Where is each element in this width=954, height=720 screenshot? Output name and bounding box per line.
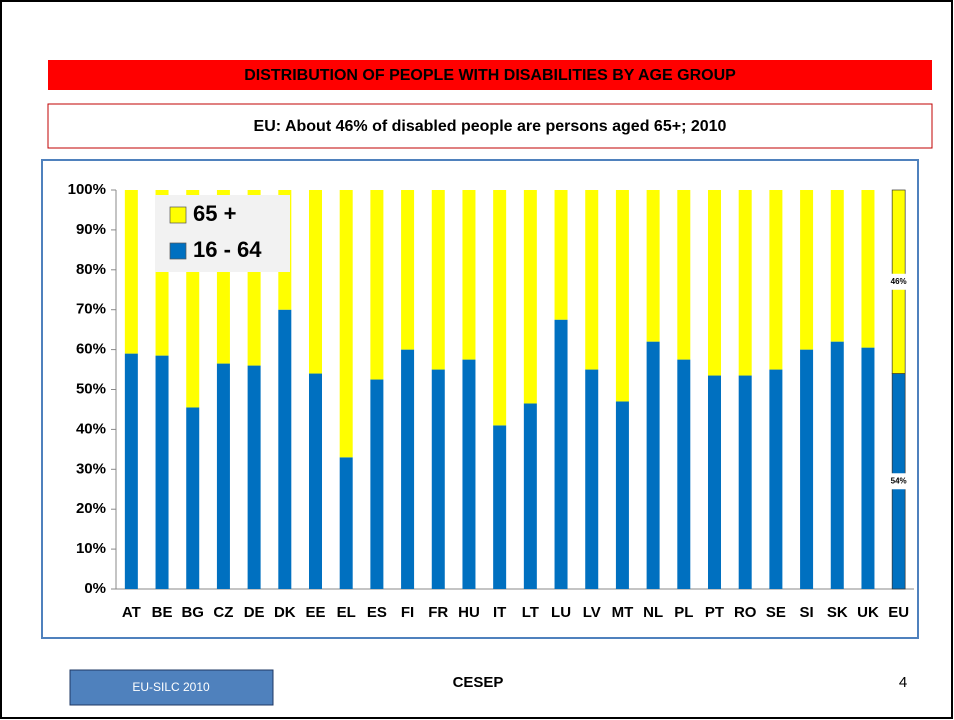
legend-swatch bbox=[169, 206, 187, 224]
bar-segment bbox=[339, 190, 353, 458]
bar-segment bbox=[431, 190, 445, 370]
bar-segment bbox=[554, 190, 568, 320]
x-tick-label: SE bbox=[766, 604, 786, 621]
bar-segment bbox=[769, 190, 783, 370]
footer-source: EU-SILC 2010 bbox=[132, 680, 210, 694]
x-tick-label: DE bbox=[244, 604, 265, 621]
bar-segment bbox=[830, 341, 844, 589]
bar-segment bbox=[186, 407, 200, 589]
chart-title: DISTRIBUTION OF PEOPLE WITH DISABILITIES… bbox=[244, 67, 736, 84]
bar-segment bbox=[462, 190, 476, 360]
x-tick-label: RO bbox=[734, 604, 757, 621]
bar-segment bbox=[800, 190, 814, 350]
bar-segment bbox=[554, 319, 568, 589]
data-label-box bbox=[884, 473, 913, 490]
bar-segment bbox=[216, 363, 230, 589]
x-tick-label: FR bbox=[428, 604, 448, 621]
bar-segment bbox=[585, 369, 599, 589]
y-tick-label: 50% bbox=[76, 380, 106, 397]
legend-label: 16 - 64 bbox=[193, 237, 262, 262]
title-banner bbox=[48, 60, 932, 90]
data-label-box bbox=[884, 273, 913, 290]
bar-segment bbox=[708, 375, 721, 589]
x-tick-label: BE bbox=[152, 604, 173, 621]
data-label: 54% bbox=[891, 476, 907, 485]
y-tick-label: 30% bbox=[76, 460, 106, 477]
source-box bbox=[69, 669, 274, 706]
bar-segment bbox=[278, 309, 292, 589]
page-number: 4 bbox=[899, 674, 907, 691]
bar-segment bbox=[401, 349, 415, 589]
x-tick-label: EU bbox=[888, 604, 909, 621]
y-tick-label: 0% bbox=[84, 580, 106, 597]
x-tick-label: HU bbox=[458, 604, 480, 621]
x-tick-label: BG bbox=[181, 604, 204, 621]
chart-subtitle: EU: About 46% of disabled people are per… bbox=[254, 118, 727, 135]
y-tick-label: 70% bbox=[76, 301, 106, 318]
footer-center: CESEP bbox=[453, 674, 504, 691]
bar-segment bbox=[309, 190, 322, 374]
y-tick-label: 100% bbox=[68, 181, 106, 198]
x-tick-label: AT bbox=[122, 604, 141, 621]
bar-segment bbox=[830, 190, 844, 342]
x-tick-label: MT bbox=[612, 604, 634, 621]
y-tick-label: 10% bbox=[76, 540, 106, 557]
bar-segment bbox=[800, 349, 814, 589]
x-tick-label: NL bbox=[643, 604, 663, 621]
bar-segment bbox=[247, 365, 261, 589]
bar-segment bbox=[309, 373, 322, 589]
x-tick-label: FI bbox=[401, 604, 414, 621]
bar-segment bbox=[615, 401, 629, 589]
x-tick-label: CZ bbox=[213, 604, 233, 621]
bar-segment bbox=[861, 190, 875, 348]
legend-swatch bbox=[169, 242, 187, 260]
x-tick-label: EE bbox=[305, 604, 325, 621]
bar-segment bbox=[738, 375, 752, 589]
x-tick-label: LT bbox=[522, 604, 539, 621]
bar-segment bbox=[493, 425, 507, 589]
data-label: 46% bbox=[891, 277, 907, 286]
bar-segment bbox=[431, 369, 445, 589]
bar-segment bbox=[677, 359, 691, 589]
bar-segment bbox=[370, 379, 384, 589]
bar-segment bbox=[646, 341, 660, 589]
subtitle-box bbox=[47, 103, 933, 149]
bar-segment bbox=[523, 190, 537, 404]
x-tick-label: SI bbox=[799, 604, 813, 621]
y-tick-label: 40% bbox=[76, 420, 106, 437]
x-tick-label: DK bbox=[274, 604, 296, 621]
y-tick-label: 80% bbox=[76, 261, 106, 278]
bar-segment bbox=[124, 190, 138, 354]
bar-segment bbox=[677, 190, 691, 360]
x-tick-label: IT bbox=[493, 604, 506, 621]
x-tick-label: LU bbox=[551, 604, 571, 621]
bar-segment bbox=[861, 347, 875, 589]
x-tick-label: ES bbox=[367, 604, 387, 621]
bar-segment bbox=[370, 190, 384, 380]
y-tick-label: 60% bbox=[76, 341, 106, 358]
x-tick-label: EL bbox=[337, 604, 356, 621]
bar-segment bbox=[339, 457, 353, 589]
bar-segment bbox=[523, 403, 537, 589]
x-tick-label: PL bbox=[674, 604, 693, 621]
bar-segment bbox=[493, 190, 507, 426]
bar-segment bbox=[124, 353, 138, 589]
bar-segment bbox=[646, 190, 660, 342]
x-tick-label: PT bbox=[705, 604, 724, 621]
bar-segment bbox=[615, 190, 629, 402]
x-tick-label: SK bbox=[827, 604, 848, 621]
bar-segment bbox=[155, 355, 169, 589]
x-tick-label: UK bbox=[857, 604, 879, 621]
bar-segment bbox=[462, 359, 476, 589]
y-tick-label: 90% bbox=[76, 221, 106, 238]
x-tick-label: LV bbox=[583, 604, 601, 621]
bar-segment bbox=[708, 190, 721, 376]
bar-segment bbox=[585, 190, 599, 370]
bar-segment bbox=[738, 190, 752, 376]
bar-segment bbox=[401, 190, 415, 350]
legend-label: 65 + bbox=[193, 201, 236, 226]
bar-segment bbox=[769, 369, 783, 589]
y-tick-label: 20% bbox=[76, 500, 106, 517]
